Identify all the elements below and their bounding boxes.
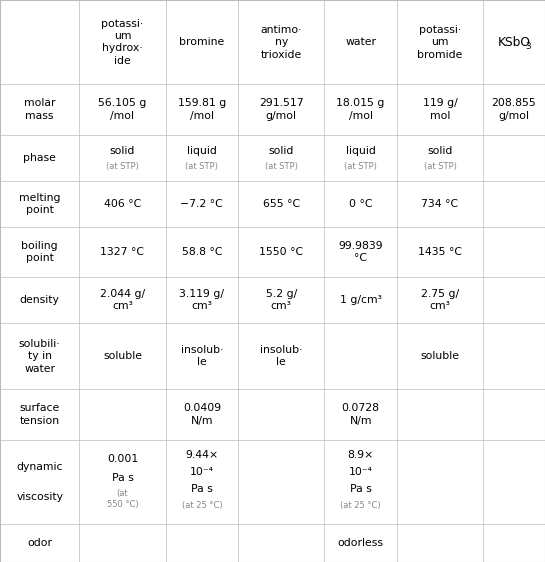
Text: soluble: soluble <box>421 351 459 361</box>
Text: (at STP): (at STP) <box>106 162 139 171</box>
Text: 655 °C: 655 °C <box>263 199 300 209</box>
Text: 1327 °C: 1327 °C <box>100 247 144 257</box>
Text: solid: solid <box>110 146 135 156</box>
Text: (at 25 °C): (at 25 °C) <box>181 501 222 510</box>
Text: 56.105 g
/mol: 56.105 g /mol <box>98 98 147 121</box>
Text: 9.44×: 9.44× <box>185 450 219 460</box>
Text: 1435 °C: 1435 °C <box>418 247 462 257</box>
Text: (at STP): (at STP) <box>185 162 219 171</box>
Text: 5.2 g/
cm³: 5.2 g/ cm³ <box>265 289 297 311</box>
Text: (at STP): (at STP) <box>344 162 377 171</box>
Text: potassi·
um
bromide: potassi· um bromide <box>417 25 463 60</box>
Text: insolub·
le: insolub· le <box>260 345 302 368</box>
Text: viscosity: viscosity <box>16 492 63 502</box>
Text: 734 °C: 734 °C <box>421 199 458 209</box>
Text: odorless: odorless <box>338 538 384 548</box>
Text: 99.9839
°C: 99.9839 °C <box>338 241 383 263</box>
Text: 58.8 °C: 58.8 °C <box>181 247 222 257</box>
Text: 10⁻⁴: 10⁻⁴ <box>190 467 214 477</box>
Text: −7.2 °C: −7.2 °C <box>180 199 223 209</box>
Text: 3.119 g/
cm³: 3.119 g/ cm³ <box>179 289 225 311</box>
Text: potassi·
um
hydrox·
ide: potassi· um hydrox· ide <box>101 19 143 66</box>
Text: 208.855
g/mol: 208.855 g/mol <box>492 98 536 121</box>
Text: density: density <box>20 295 59 305</box>
Text: 291.517
g/mol: 291.517 g/mol <box>259 98 304 121</box>
Text: KSbO: KSbO <box>498 35 530 49</box>
Text: 1 g/cm³: 1 g/cm³ <box>340 295 382 305</box>
Text: 2.75 g/
cm³: 2.75 g/ cm³ <box>421 289 459 311</box>
Text: (at STP): (at STP) <box>265 162 298 171</box>
Text: water: water <box>345 37 376 47</box>
Text: surface
tension: surface tension <box>20 404 60 425</box>
Text: (at
550 °C): (at 550 °C) <box>107 489 138 509</box>
Text: 406 °C: 406 °C <box>104 199 141 209</box>
Text: 159.81 g
/mol: 159.81 g /mol <box>178 98 226 121</box>
Text: 1550 °C: 1550 °C <box>259 247 304 257</box>
Text: insolub·
le: insolub· le <box>180 345 223 368</box>
Text: (at STP): (at STP) <box>423 162 457 171</box>
Text: 0 °C: 0 °C <box>349 199 372 209</box>
Text: 3: 3 <box>525 42 530 51</box>
Text: 2.044 g/
cm³: 2.044 g/ cm³ <box>100 289 145 311</box>
Text: boiling
point: boiling point <box>21 241 58 263</box>
Text: 10⁻⁴: 10⁻⁴ <box>349 467 373 477</box>
Text: solubili·
ty in
water: solubili· ty in water <box>19 339 60 374</box>
Text: melting
point: melting point <box>19 193 60 215</box>
Text: Pa s: Pa s <box>112 473 134 483</box>
Text: 0.0728
N/m: 0.0728 N/m <box>342 404 380 425</box>
Text: antimo·
ny
trioxide: antimo· ny trioxide <box>261 25 302 60</box>
Text: bromine: bromine <box>179 37 225 47</box>
Text: Pa s: Pa s <box>191 484 213 494</box>
Text: solid: solid <box>427 146 453 156</box>
Text: odor: odor <box>27 538 52 548</box>
Text: liquid: liquid <box>187 146 217 156</box>
Text: soluble: soluble <box>103 351 142 361</box>
Text: Pa s: Pa s <box>350 484 372 494</box>
Text: dynamic: dynamic <box>16 462 63 472</box>
Text: (at 25 °C): (at 25 °C) <box>340 501 381 510</box>
Text: liquid: liquid <box>346 146 376 156</box>
Text: 0.001: 0.001 <box>107 454 138 464</box>
Text: molar
mass: molar mass <box>24 98 56 121</box>
Text: 18.015 g
/mol: 18.015 g /mol <box>336 98 385 121</box>
Text: solid: solid <box>269 146 294 156</box>
Text: phase: phase <box>23 153 56 163</box>
Text: 119 g/
mol: 119 g/ mol <box>423 98 457 121</box>
Text: 0.0409
N/m: 0.0409 N/m <box>183 404 221 425</box>
Text: 8.9×: 8.9× <box>348 450 374 460</box>
